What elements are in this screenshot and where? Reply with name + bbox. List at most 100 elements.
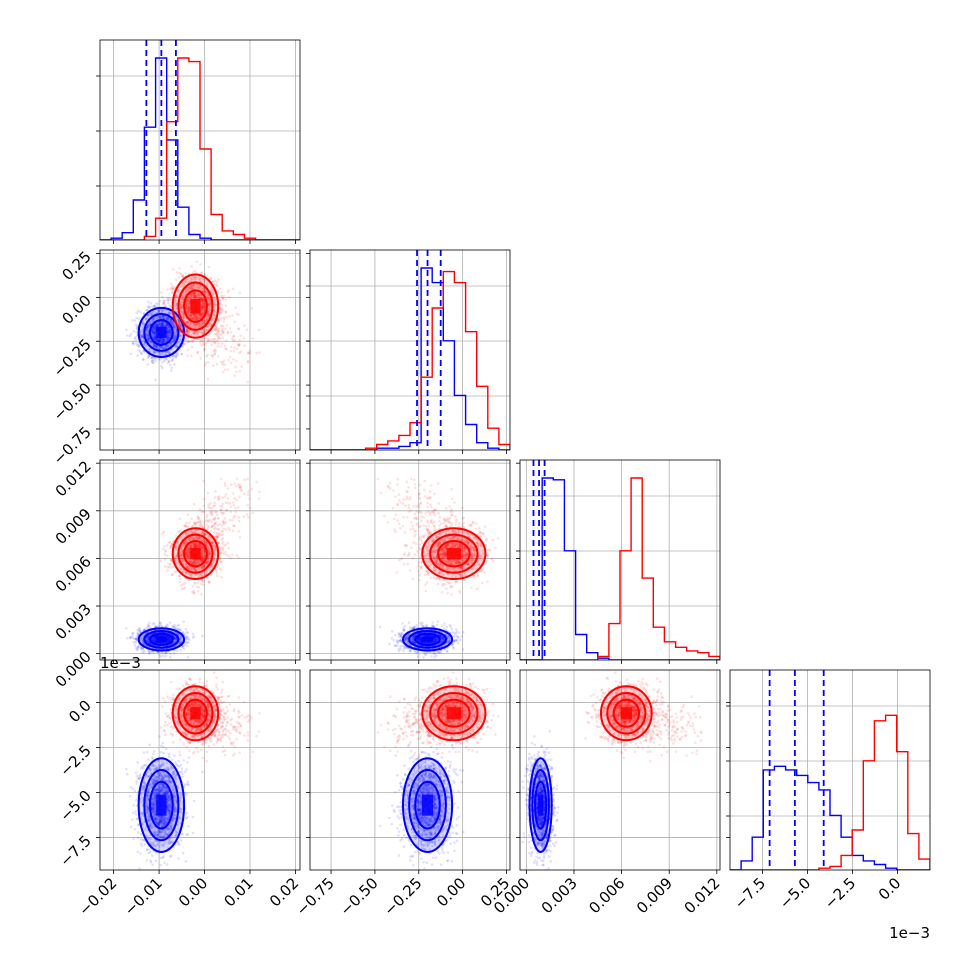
- sample-point: [137, 646, 140, 649]
- sample-point: [446, 626, 449, 629]
- sample-point: [185, 628, 188, 631]
- sample-point: [424, 653, 427, 656]
- sample-point: [160, 751, 163, 754]
- sample-point: [140, 842, 143, 845]
- sample-point: [173, 652, 176, 655]
- sample-point: [188, 638, 191, 641]
- sample-point: [133, 330, 136, 333]
- sample-point: [184, 783, 187, 786]
- sample-point: [193, 635, 196, 638]
- sample-point: [134, 810, 137, 813]
- sample-point: [461, 635, 464, 638]
- sample-point: [137, 824, 140, 827]
- sample-point: [148, 744, 151, 747]
- sample-point: [147, 301, 150, 304]
- sample-point: [401, 622, 404, 625]
- sample-point: [182, 632, 185, 635]
- sample-point: [443, 627, 446, 630]
- sample-point: [185, 768, 188, 771]
- sample-point: [409, 649, 412, 652]
- sample-point: [455, 630, 458, 633]
- sample-point: [176, 352, 179, 355]
- sample-point: [161, 361, 164, 364]
- sample-point: [150, 302, 153, 305]
- sample-point: [140, 352, 143, 355]
- sample-point: [129, 795, 132, 798]
- sample-point: [131, 818, 134, 821]
- sample-point: [169, 653, 172, 656]
- sample-point: [393, 639, 396, 642]
- sample-point: [125, 329, 128, 332]
- sample-point: [135, 312, 138, 315]
- sample-point: [169, 656, 172, 659]
- sample-point: [415, 624, 418, 627]
- panel-3-3: [730, 670, 930, 870]
- sample-point: [130, 333, 133, 336]
- sample-point: [408, 621, 411, 624]
- sample-point: [431, 621, 434, 624]
- sample-point: [400, 648, 403, 651]
- sample-point: [153, 622, 156, 625]
- sample-point: [172, 626, 175, 629]
- sample-point: [394, 634, 397, 637]
- sample-point: [131, 632, 134, 635]
- sample-point: [182, 759, 185, 762]
- sample-point: [138, 349, 141, 352]
- sample-point: [134, 828, 137, 831]
- sample-point: [403, 647, 406, 650]
- sample-point: [135, 331, 138, 334]
- sample-point: [422, 661, 425, 664]
- sample-point: [136, 775, 139, 778]
- sample-point: [396, 639, 399, 642]
- sample-point: [168, 756, 171, 759]
- sample-point: [401, 645, 404, 648]
- sample-point: [166, 624, 169, 627]
- sample-point: [435, 655, 438, 658]
- sample-point: [130, 353, 133, 356]
- sample-point: [436, 624, 439, 627]
- sample-point: [459, 639, 462, 642]
- sample-point: [171, 367, 174, 370]
- sample-point: [456, 639, 459, 642]
- sample-point: [169, 364, 172, 367]
- sample-point: [162, 752, 165, 755]
- sample-point: [402, 650, 405, 653]
- sample-point: [399, 634, 402, 637]
- sample-point: [139, 852, 142, 855]
- sample-point: [391, 637, 394, 640]
- sample-point: [453, 632, 456, 635]
- sample-point: [140, 833, 143, 836]
- sample-point: [167, 302, 170, 305]
- sample-point: [164, 655, 167, 658]
- sample-point: [394, 644, 397, 647]
- sample-point: [126, 637, 129, 640]
- sample-point: [136, 354, 139, 357]
- sample-point: [169, 621, 172, 624]
- sample-point: [155, 302, 158, 305]
- panel-background: [730, 670, 930, 870]
- sample-point: [158, 358, 161, 361]
- sample-point: [150, 357, 153, 360]
- sample-point: [173, 363, 176, 366]
- sample-point: [158, 653, 161, 656]
- sample-point: [176, 650, 179, 653]
- sample-point: [453, 635, 456, 638]
- sample-point: [440, 652, 443, 655]
- sample-point: [133, 641, 136, 644]
- sample-point: [441, 624, 444, 627]
- sample-point: [147, 852, 150, 855]
- sample-point: [400, 636, 403, 639]
- sample-point: [154, 379, 157, 382]
- sample-point: [176, 625, 179, 628]
- sample-point: [186, 645, 189, 648]
- sample-point: [379, 626, 382, 629]
- sample-point: [165, 358, 168, 361]
- panel-1-1: [310, 250, 510, 450]
- sample-point: [132, 343, 135, 346]
- sample-point: [187, 632, 190, 635]
- sample-point: [402, 627, 405, 630]
- sample-point: [451, 628, 454, 631]
- sample-point: [143, 843, 146, 846]
